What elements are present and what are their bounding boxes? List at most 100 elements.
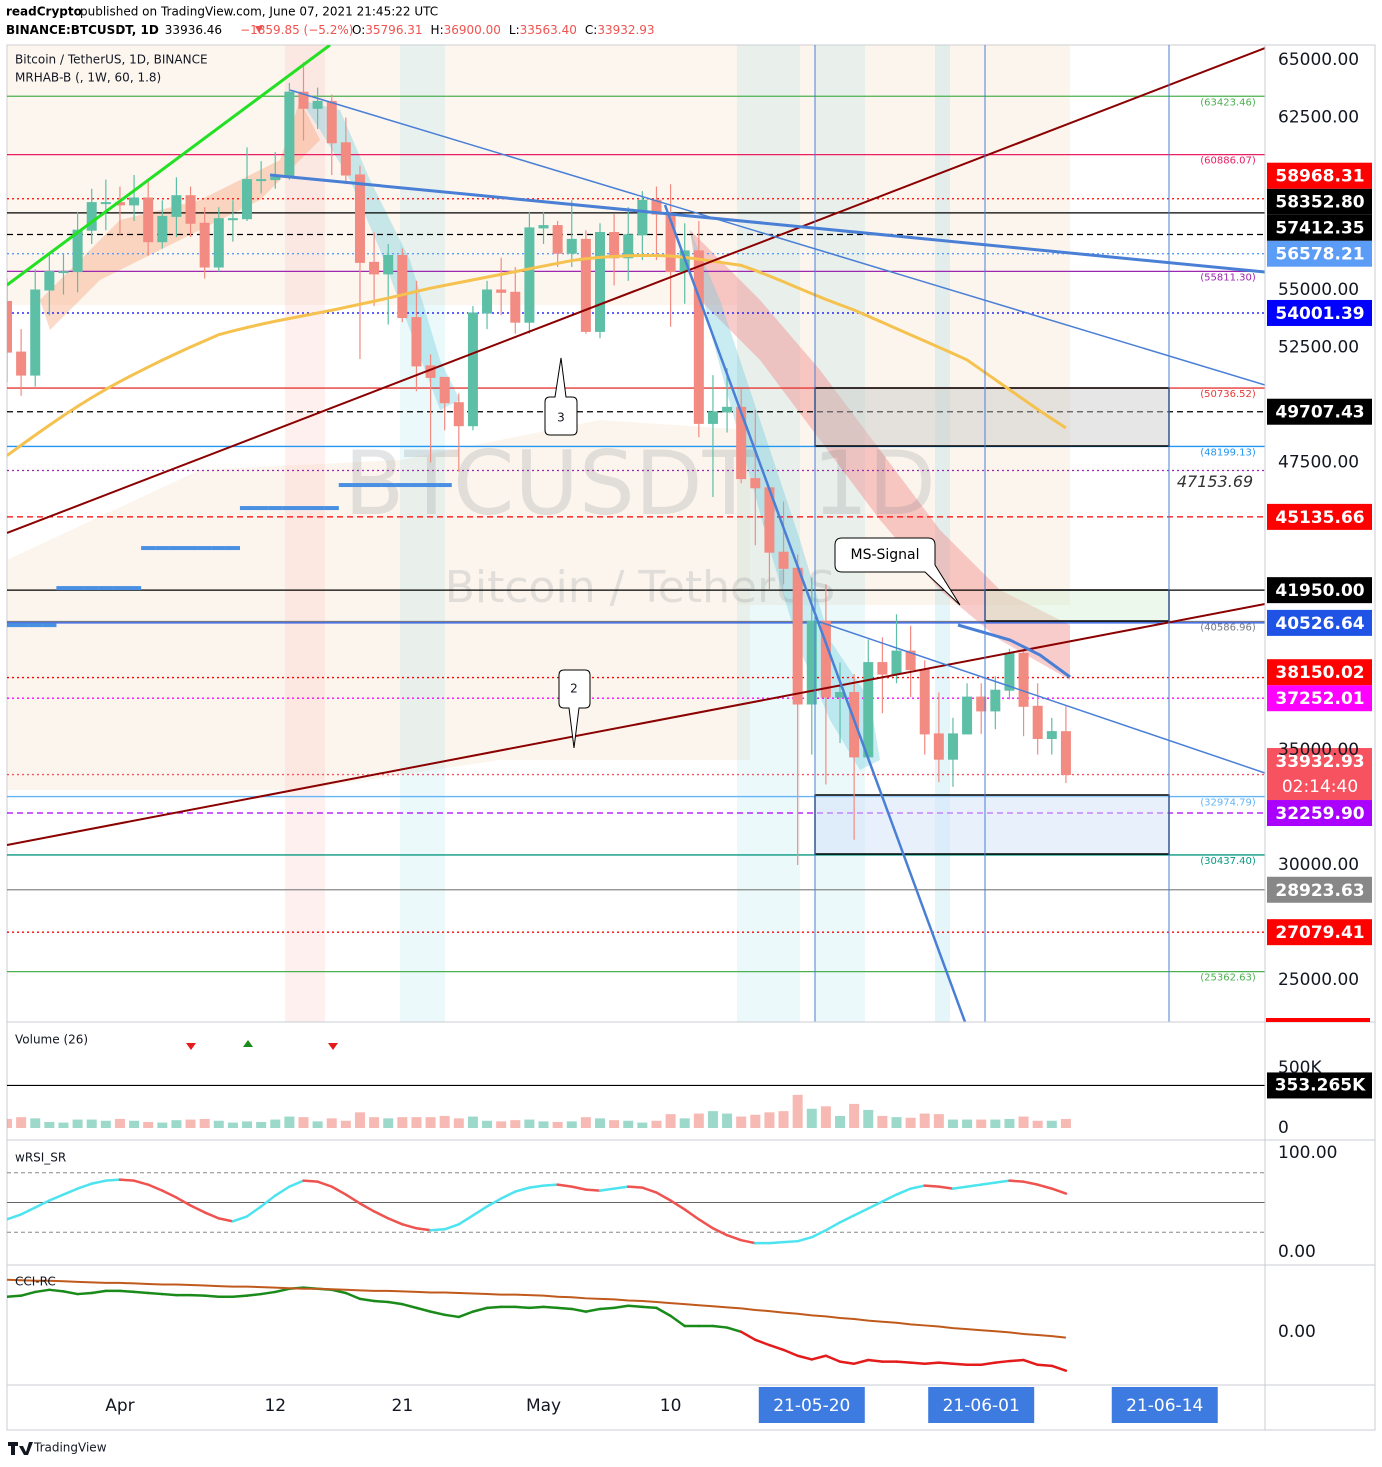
indicator-segment [471, 1306, 489, 1313]
last-price: 33936.46 [165, 23, 222, 37]
volume-bar [7, 1118, 12, 1129]
volume-bar [566, 1121, 577, 1129]
callout [558, 669, 591, 749]
level-note: (25362.63) [1200, 973, 1256, 984]
candle-body [242, 179, 253, 220]
symbol: BINANCE:BTCUSDT, 1D [6, 23, 159, 37]
candle-body [185, 195, 196, 224]
candle-body [623, 234, 634, 259]
y-tick-label: 65000.00 [1278, 50, 1359, 70]
indicator-segment [542, 1305, 559, 1310]
indicator-segment [358, 1297, 376, 1303]
indicator-segment [711, 1324, 729, 1329]
trend-line [7, 47, 1265, 534]
indicator-segment [203, 1211, 221, 1220]
watermark-name: Bitcoin / TetherUS [445, 562, 836, 613]
volume-bar [693, 1113, 704, 1129]
indicator-segment [1050, 1187, 1068, 1195]
candle-body [566, 238, 577, 254]
candle-body [340, 142, 351, 176]
ribbon [690, 230, 880, 770]
indicator-segment [372, 1210, 390, 1220]
indicator-segment [1022, 1180, 1039, 1186]
ohlc-key: L: [509, 23, 520, 37]
volume-bar [340, 1120, 351, 1129]
y-tick-label: 0.00 [1278, 1242, 1316, 1262]
countdown: 02:14:40 [1282, 777, 1358, 797]
price-tag [1267, 299, 1372, 326]
indicator-segment [570, 1307, 588, 1313]
y-tick-label: 500K [1278, 1058, 1322, 1078]
indicator-segment [401, 1223, 418, 1230]
indicator-segment [274, 1287, 291, 1294]
indicator-segment [542, 1183, 559, 1187]
indicator-segment [274, 1185, 291, 1197]
price-tag [1267, 240, 1372, 267]
ohlc-key: H: [431, 23, 444, 37]
x-tick-label: 21 [392, 1396, 414, 1416]
candle-body [778, 551, 789, 569]
indicator-segment [48, 1193, 65, 1202]
indicator-segment [132, 1290, 150, 1295]
indicator-segment [259, 1290, 277, 1296]
volume-bar [58, 1122, 69, 1129]
indicator-segment [19, 1206, 37, 1216]
volume-bar [736, 1116, 747, 1129]
volume-bar [877, 1115, 888, 1129]
indicator-segment [48, 1288, 65, 1293]
indicator-segment [316, 1180, 333, 1188]
candle-body [609, 231, 620, 259]
volume-bar [425, 1117, 436, 1129]
indicator-segment [739, 1330, 757, 1342]
indicator-segment [838, 1214, 856, 1224]
indicator-segment [1008, 1179, 1025, 1183]
indicator-segment [302, 1179, 319, 1183]
candle-body [157, 215, 168, 243]
y-tick-label: 47500.00 [1278, 452, 1359, 472]
candle-body [976, 696, 987, 712]
signal-marker [328, 1043, 338, 1050]
candle-body [792, 567, 803, 705]
candle-body [171, 195, 182, 217]
frame [6, 44, 1376, 1431]
y-tick-label: 62500.00 [1278, 107, 1359, 127]
shade [400, 45, 445, 1022]
indicator-segment [485, 1197, 503, 1208]
indicator-segment [76, 1182, 93, 1190]
indicator-segment [697, 1218, 715, 1230]
indicator-segment [62, 1187, 79, 1196]
y-tick-label: 55000.00 [1278, 280, 1359, 300]
indicator-segment [895, 1187, 912, 1196]
volume-bar [806, 1108, 817, 1129]
candle-body [693, 250, 704, 424]
price-tag-label: 32259.90 [1275, 804, 1364, 824]
indicator-segment [443, 1313, 461, 1319]
shade [285, 45, 325, 1022]
volume-bar [242, 1121, 253, 1129]
header-published: published on TradingView.com, June 07, 2… [80, 5, 438, 19]
y-tick-label: 35000.00 [1278, 740, 1359, 760]
cloud [7, 45, 737, 305]
volume-bar [835, 1115, 846, 1129]
price-tag-label: 56578.21 [1275, 245, 1364, 265]
candle-body [467, 312, 478, 427]
volume-bar [354, 1112, 365, 1129]
volume-bar [679, 1118, 690, 1129]
candle-body [707, 411, 718, 424]
volume-bar [1032, 1120, 1043, 1129]
price-tag [1267, 800, 1372, 827]
indicator-segment [598, 1187, 616, 1192]
volume-bar [524, 1119, 535, 1129]
indicator-segment [796, 1354, 814, 1361]
candle-body [891, 650, 902, 675]
volume-bar [100, 1120, 111, 1129]
indicator-segment [937, 1361, 955, 1365]
indicator-segment [655, 1306, 672, 1318]
price-tag [1267, 748, 1372, 801]
indicator-segment [1008, 1358, 1025, 1363]
indicator-segment [288, 1179, 305, 1188]
candle-body [947, 733, 958, 760]
volume-bar [623, 1120, 634, 1129]
candle-body [369, 261, 380, 275]
volume-bar [820, 1106, 831, 1129]
